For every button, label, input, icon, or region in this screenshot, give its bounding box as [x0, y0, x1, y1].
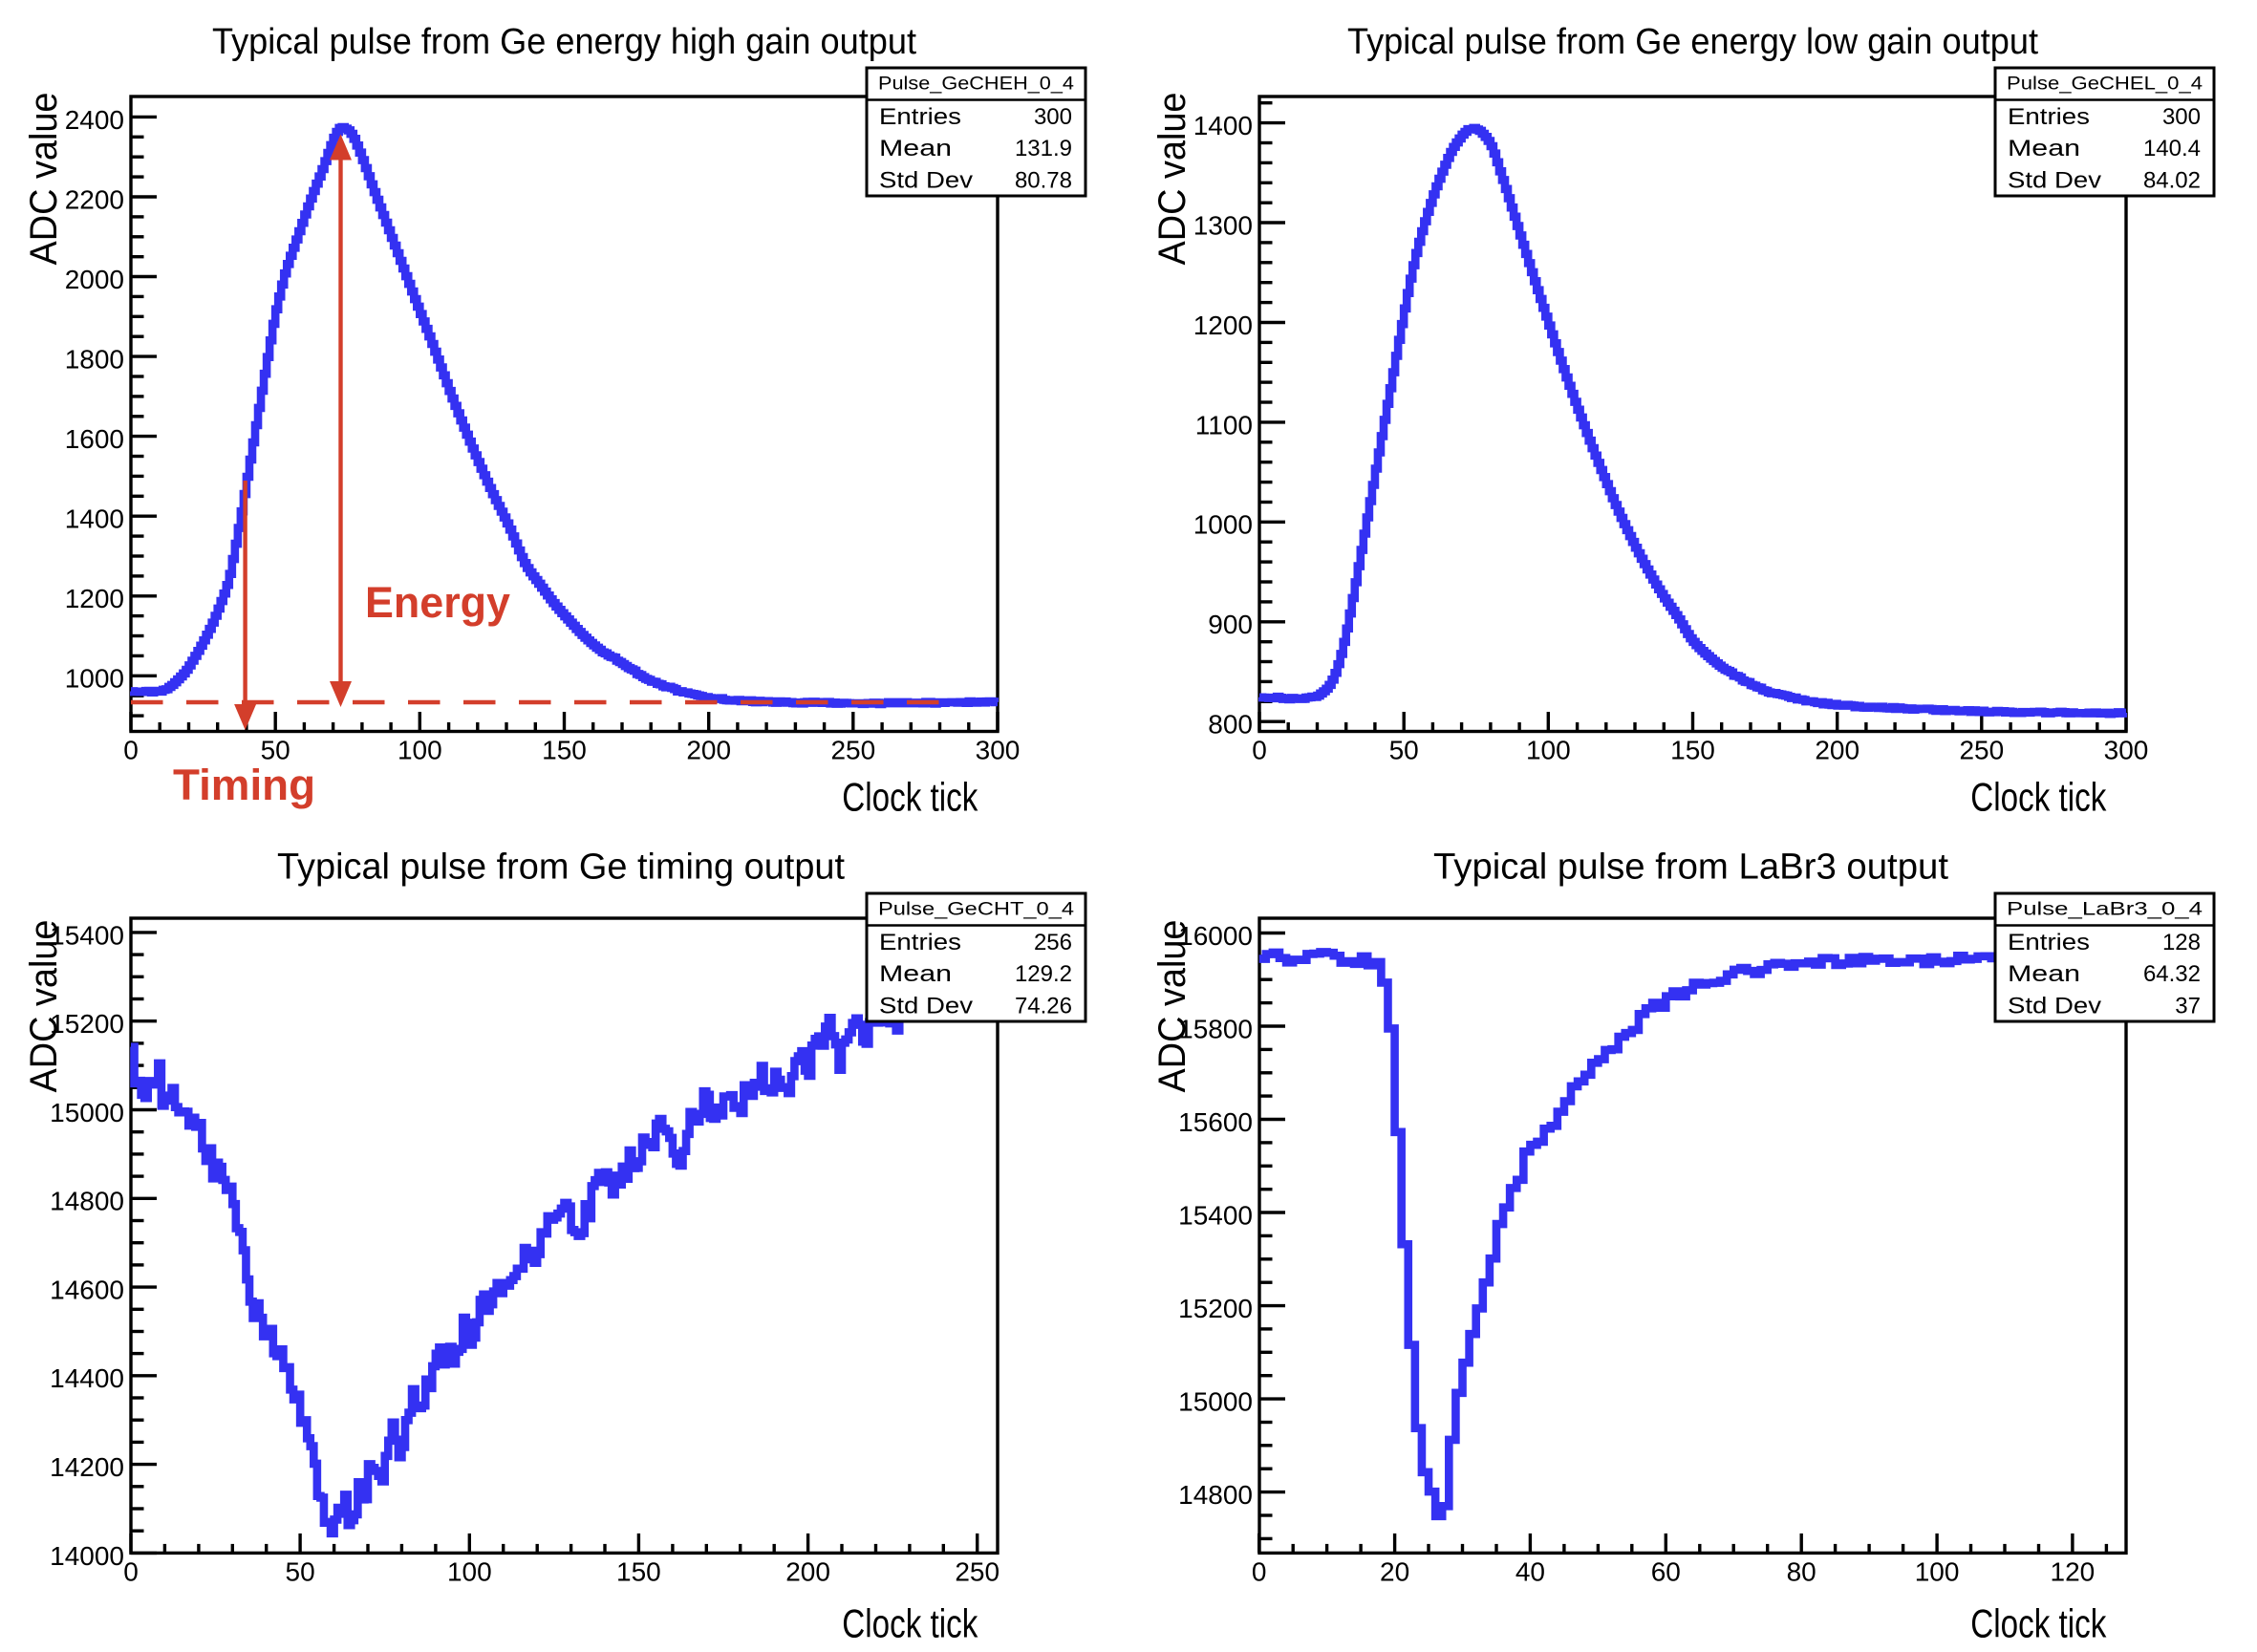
svg-text:256: 256	[1034, 930, 1072, 955]
svg-text:128: 128	[2162, 930, 2201, 955]
svg-text:200: 200	[785, 1556, 830, 1586]
svg-text:Entries: Entries	[2008, 104, 2090, 130]
svg-text:900: 900	[1208, 610, 1253, 639]
svg-text:100: 100	[447, 1556, 492, 1586]
svg-text:Pulse_LaBr3_0_4: Pulse_LaBr3_0_4	[2007, 900, 2203, 920]
svg-text:1400: 1400	[1193, 111, 1253, 140]
svg-text:1000: 1000	[65, 664, 124, 694]
svg-text:129.2: 129.2	[1015, 961, 1072, 987]
svg-text:1100: 1100	[1195, 410, 1253, 440]
svg-text:15000: 15000	[1178, 1387, 1253, 1417]
svg-text:50: 50	[286, 1556, 315, 1586]
svg-text:Clock tick: Clock tick	[1970, 774, 2107, 819]
svg-text:120: 120	[2051, 1556, 2096, 1586]
svg-text:300: 300	[976, 736, 1021, 765]
svg-text:Mean: Mean	[879, 136, 952, 161]
svg-text:14400: 14400	[50, 1363, 124, 1393]
svg-text:1600: 1600	[65, 424, 124, 454]
svg-text:100: 100	[1526, 736, 1571, 765]
svg-text:14800: 14800	[1178, 1480, 1253, 1510]
svg-text:150: 150	[1670, 736, 1715, 765]
svg-text:250: 250	[830, 736, 875, 765]
svg-text:100: 100	[398, 736, 442, 765]
svg-text:Entries: Entries	[879, 930, 961, 955]
svg-text:Mean: Mean	[879, 961, 952, 987]
svg-text:0: 0	[123, 1556, 139, 1586]
svg-text:150: 150	[542, 736, 587, 765]
svg-text:15200: 15200	[1178, 1294, 1253, 1323]
svg-text:250: 250	[955, 1556, 1000, 1586]
svg-text:20: 20	[1380, 1556, 1409, 1586]
svg-text:Timing: Timing	[173, 761, 315, 809]
svg-text:15600: 15600	[1178, 1107, 1253, 1137]
svg-text:2200: 2200	[65, 184, 124, 214]
svg-text:200: 200	[686, 736, 731, 765]
svg-text:131.9: 131.9	[1015, 136, 1072, 161]
svg-text:Entries: Entries	[879, 104, 961, 130]
svg-text:1200: 1200	[65, 584, 124, 613]
svg-text:15000: 15000	[50, 1098, 124, 1127]
svg-text:Pulse_GeCHT_0_4: Pulse_GeCHT_0_4	[878, 900, 1075, 920]
svg-text:60: 60	[1651, 1556, 1681, 1586]
svg-text:2400: 2400	[65, 105, 124, 135]
svg-text:200: 200	[1815, 736, 1859, 765]
svg-text:Std Dev: Std Dev	[879, 168, 973, 194]
svg-text:64.32: 64.32	[2143, 961, 2201, 987]
svg-text:1000: 1000	[1193, 510, 1253, 540]
svg-text:1800: 1800	[65, 345, 124, 375]
svg-text:15400: 15400	[50, 920, 124, 950]
svg-text:ADC value: ADC value	[23, 920, 65, 1093]
svg-text:74.26: 74.26	[1015, 994, 1072, 1019]
svg-text:300: 300	[2104, 736, 2149, 765]
svg-text:Std Dev: Std Dev	[2008, 994, 2101, 1019]
svg-text:80: 80	[1787, 1556, 1816, 1586]
svg-text:14200: 14200	[50, 1452, 124, 1482]
svg-text:Typical pulse from LaBr3 outpu: Typical pulse from LaBr3 output	[1433, 847, 1948, 888]
svg-text:Std Dev: Std Dev	[2008, 168, 2101, 194]
svg-text:Mean: Mean	[2008, 136, 2080, 161]
svg-text:15200: 15200	[50, 1009, 124, 1039]
svg-text:50: 50	[1389, 736, 1419, 765]
svg-text:0: 0	[123, 736, 139, 765]
svg-text:50: 50	[261, 736, 290, 765]
svg-text:2000: 2000	[65, 265, 124, 294]
svg-text:800: 800	[1208, 710, 1253, 740]
svg-text:Typical pulse from Ge timing o: Typical pulse from Ge timing output	[277, 847, 845, 888]
svg-text:140.4: 140.4	[2143, 136, 2201, 161]
svg-text:Energy: Energy	[365, 578, 510, 627]
svg-text:Clock tick: Clock tick	[842, 1600, 978, 1645]
svg-text:Typical pulse from Ge energy h: Typical pulse from Ge energy high gain o…	[212, 22, 916, 62]
svg-text:40: 40	[1515, 1556, 1545, 1586]
svg-text:Pulse_GeCHEH_0_4: Pulse_GeCHEH_0_4	[878, 75, 1074, 95]
svg-text:Mean: Mean	[2008, 961, 2080, 987]
svg-text:14800: 14800	[50, 1187, 124, 1216]
svg-text:Clock tick: Clock tick	[842, 774, 978, 819]
svg-text:0: 0	[1252, 1556, 1267, 1586]
svg-text:14600: 14600	[50, 1276, 124, 1305]
svg-text:100: 100	[1915, 1556, 1960, 1586]
svg-text:Entries: Entries	[2008, 930, 2090, 955]
svg-text:15400: 15400	[1178, 1200, 1253, 1230]
svg-text:300: 300	[1034, 104, 1072, 130]
svg-text:Typical pulse from Ge energy l: Typical pulse from Ge energy low gain ou…	[1347, 22, 2038, 62]
svg-text:16000: 16000	[1178, 921, 1253, 951]
svg-text:Std Dev: Std Dev	[879, 994, 973, 1019]
svg-text:300: 300	[2162, 104, 2201, 130]
svg-text:Pulse_GeCHEL_0_4: Pulse_GeCHEL_0_4	[2007, 75, 2203, 95]
svg-text:ADC value: ADC value	[1151, 93, 1193, 266]
svg-text:Clock tick: Clock tick	[1970, 1600, 2107, 1645]
svg-text:84.02: 84.02	[2143, 168, 2201, 194]
svg-text:80.78: 80.78	[1015, 168, 1072, 194]
svg-text:1300: 1300	[1193, 210, 1253, 240]
svg-text:250: 250	[1959, 736, 2004, 765]
svg-text:37: 37	[2175, 994, 2201, 1019]
svg-text:15800: 15800	[1178, 1014, 1253, 1043]
svg-text:ADC value: ADC value	[23, 93, 65, 266]
svg-text:1400: 1400	[65, 504, 124, 534]
svg-text:1200: 1200	[1193, 311, 1253, 340]
svg-text:ADC value: ADC value	[1151, 920, 1193, 1093]
svg-text:150: 150	[616, 1556, 661, 1586]
svg-text:14000: 14000	[50, 1541, 124, 1571]
svg-text:0: 0	[1252, 736, 1267, 765]
